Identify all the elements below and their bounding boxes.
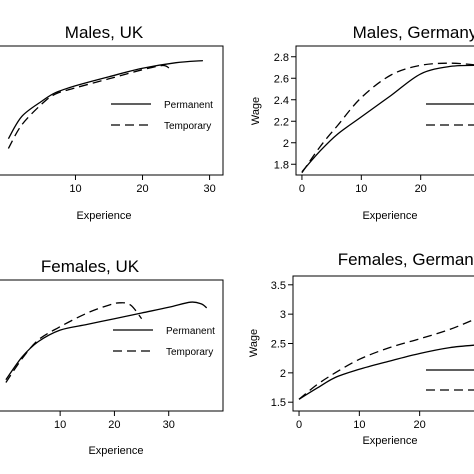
y-tick-label: 2: [280, 368, 286, 380]
x-tick-label: 30: [203, 183, 215, 195]
y-ticks: 1.8 2 2.2 2.4 2.6 2.8: [274, 52, 296, 171]
y-tick: 2: [280, 368, 293, 380]
panel-females-uk: Females, UK Experience 10 20 30 Permanen…: [0, 257, 224, 457]
y-axis-label: Wage: [248, 329, 260, 357]
plot-frame: [0, 279, 224, 412]
series-line-temporary: [7, 64, 170, 149]
y-tick-label: 2.2: [274, 116, 289, 128]
y-tick: 1.8: [274, 159, 296, 171]
legend-label-permanent: Permanent: [166, 326, 215, 337]
x-tick: 20: [414, 411, 426, 431]
x-tick: 10: [54, 411, 66, 431]
series-line-permanent: [298, 344, 474, 400]
x-axis-label: Experience: [362, 210, 417, 222]
x-tick-label: 0: [299, 183, 305, 195]
y-tick: 2.8: [274, 52, 296, 64]
y-tick: 2.2: [274, 116, 296, 128]
y-tick-label: 2.5: [271, 339, 286, 351]
x-ticks: 10 20 30: [54, 411, 175, 431]
series-line-temporary: [298, 318, 474, 400]
y-tick-label: 1.5: [271, 397, 286, 409]
x-tick: 20: [108, 411, 121, 431]
series-area: [301, 62, 474, 174]
x-tick-label: 10: [353, 419, 365, 431]
legend: [426, 103, 474, 126]
series-line-permanent: [5, 301, 208, 381]
x-axis-label: Experience: [362, 435, 417, 447]
legend: Permanent Temporary: [111, 100, 213, 132]
y-tick: 3.5: [271, 280, 293, 292]
panel-females-germany: Females, Germany Experience Wage 0 10 20…: [248, 250, 474, 447]
x-tick: 20: [415, 175, 427, 195]
x-tick-label: 0: [296, 419, 302, 431]
panel-title: Females, UK: [41, 257, 140, 276]
y-tick: 2.4: [274, 95, 296, 107]
x-tick-label: 10: [355, 183, 367, 195]
panel-title: Males, UK: [65, 23, 144, 42]
x-ticks: 10 20 30: [69, 175, 216, 195]
x-axis-label: Experience: [88, 445, 143, 457]
series-line-temporary: [301, 62, 474, 174]
y-tick-label: 2.6: [274, 73, 289, 85]
series-area: [5, 301, 208, 383]
series-line-temporary: [5, 302, 143, 383]
x-tick: 0: [296, 411, 302, 431]
y-tick-label: 1.8: [274, 159, 289, 171]
plot-frame: [292, 275, 474, 412]
panel-title: Females, Germany: [338, 250, 474, 269]
x-tick-label: 20: [136, 183, 148, 195]
legend-label-temporary: Temporary: [164, 121, 211, 132]
y-tick-label: 3: [280, 309, 286, 321]
legend: [426, 369, 474, 391]
series-line-permanent: [7, 59, 203, 140]
x-tick: 30: [163, 411, 175, 431]
x-tick-label: 10: [54, 419, 66, 431]
x-tick-label: 10: [69, 183, 81, 195]
series-area: [7, 59, 203, 149]
x-axis-label: Experience: [76, 210, 131, 222]
x-tick-label: 20: [415, 183, 427, 195]
y-ticks: 1.5 2 2.5 3 3.5: [271, 280, 293, 409]
legend: Permanent Temporary: [113, 326, 215, 358]
y-tick: 3: [280, 309, 293, 321]
y-tick-label: 3.5: [271, 280, 286, 292]
x-tick: 10: [69, 175, 82, 195]
y-tick: 2.6: [274, 73, 296, 85]
legend-label-temporary: Temporary: [166, 347, 213, 358]
x-tick-label: 20: [108, 419, 120, 431]
legend-label-permanent: Permanent: [164, 100, 213, 111]
plot-frame: [295, 45, 474, 176]
panel-title: Males, Germany: [353, 23, 474, 42]
x-tick-label: 30: [163, 419, 175, 431]
x-ticks: 0 10 20 30: [296, 411, 474, 431]
y-tick-label: 2: [283, 138, 289, 150]
x-tick: 30: [203, 175, 216, 195]
x-tick: 20: [136, 175, 149, 195]
x-tick: 0: [299, 175, 305, 195]
x-ticks: 0 10 20 30: [299, 175, 474, 195]
x-tick-label: 20: [414, 419, 426, 431]
x-tick: 10: [355, 175, 367, 195]
plot-frame: [0, 45, 224, 176]
y-tick-label: 2.4: [274, 95, 289, 107]
panel-males-germany: Males, Germany Experience Wage 0 10 20 3…: [250, 23, 474, 222]
panel-males-uk: Males, UK Experience 10 20 30 Permanent …: [0, 23, 224, 222]
y-tick: 1.5: [271, 397, 293, 409]
y-tick: 2: [283, 138, 296, 150]
y-axis-label: Wage: [250, 97, 262, 125]
y-tick: 2.5: [271, 339, 293, 351]
series-area: [298, 318, 474, 400]
x-tick: 10: [353, 411, 365, 431]
series-line-permanent: [301, 64, 474, 173]
y-tick-label: 2.8: [274, 52, 289, 64]
